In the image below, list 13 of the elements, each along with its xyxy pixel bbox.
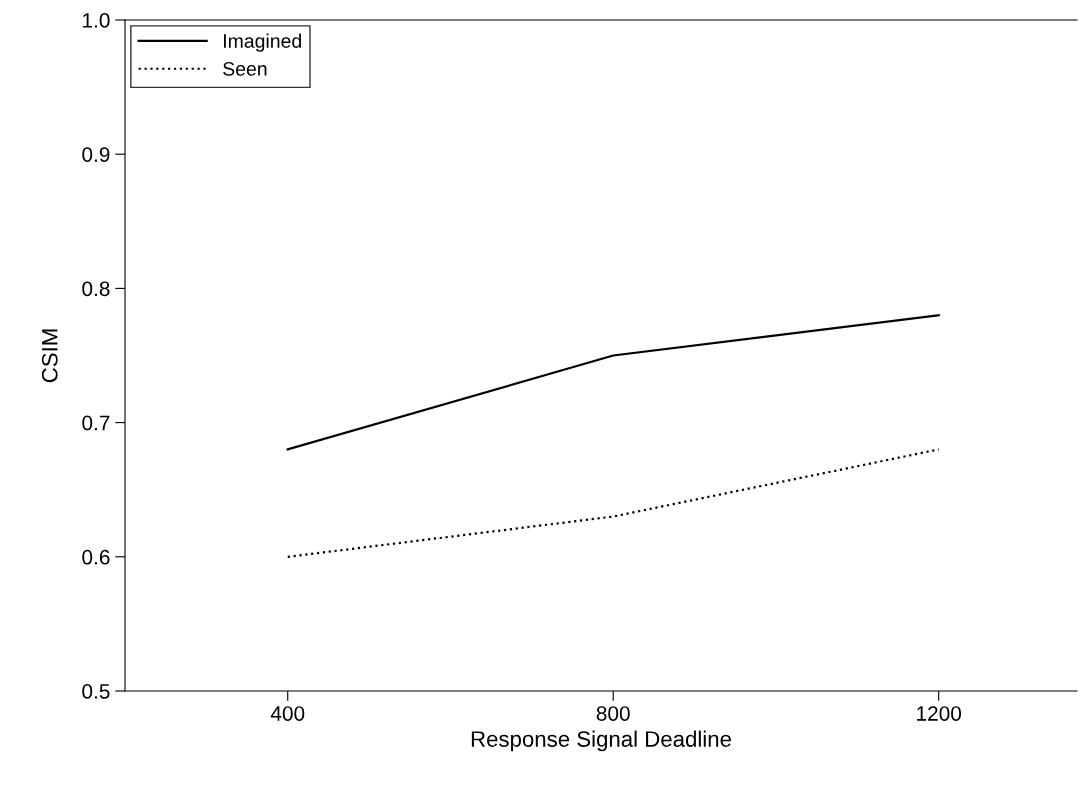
y-tick-label: 0.9: [82, 147, 110, 162]
x-tick-label: 800: [596, 706, 630, 721]
x-tick-label: 400: [270, 706, 305, 721]
y-tick-label: 0.6: [82, 549, 110, 565]
legend-label: Imagined: [224, 33, 301, 52]
x-axis-title: Response Signal Deadline: [471, 730, 731, 752]
y-tick-label: 0.8: [82, 281, 110, 297]
legend-label: Seen: [223, 61, 267, 76]
y-tick-label: 1.0: [83, 13, 110, 28]
y-tick-label: 0.7: [82, 415, 110, 431]
x-tick-label: 1200: [917, 706, 962, 721]
y-tick-label: 0.5: [82, 684, 110, 699]
y-axis-title: CSIM: [41, 329, 58, 383]
